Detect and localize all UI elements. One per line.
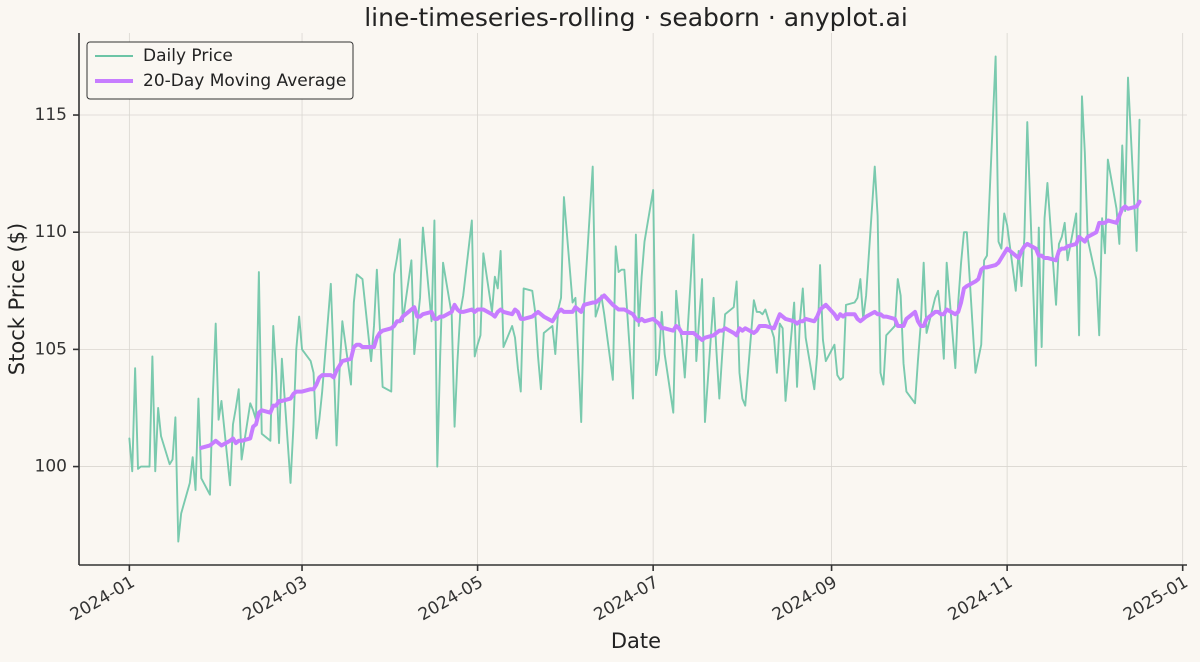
x-tick-label: 2025-01 — [1120, 572, 1192, 625]
legend: Daily Price 20-Day Moving Average — [86, 41, 354, 100]
y-tick-label: 115 — [35, 105, 67, 125]
legend-label: Daily Price — [143, 46, 233, 66]
series-line — [199, 199, 1142, 450]
x-tick-label: 2024-05 — [415, 572, 487, 625]
x-tick-label: 2024-11 — [945, 572, 1017, 625]
x-tick-label: 2024-01 — [67, 572, 139, 625]
x-tick-label: 2024-09 — [769, 572, 841, 625]
x-tick-label: 2024-03 — [240, 572, 312, 625]
series-line — [128, 55, 1141, 543]
y-axis-label: Stock Price ($) — [5, 223, 29, 375]
y-tick-label: 100 — [35, 457, 67, 477]
legend-label: 20-Day Moving Average — [143, 71, 346, 91]
y-tick-label: 105 — [35, 339, 67, 359]
y-tick-label: 110 — [35, 222, 67, 242]
x-axis-label: Date — [611, 629, 661, 653]
chart-title: line-timeseries-rolling · seaborn · anyp… — [364, 3, 908, 32]
legend-box — [86, 41, 354, 100]
x-tick-label: 2024-07 — [591, 572, 663, 625]
grid — [79, 33, 1187, 565]
